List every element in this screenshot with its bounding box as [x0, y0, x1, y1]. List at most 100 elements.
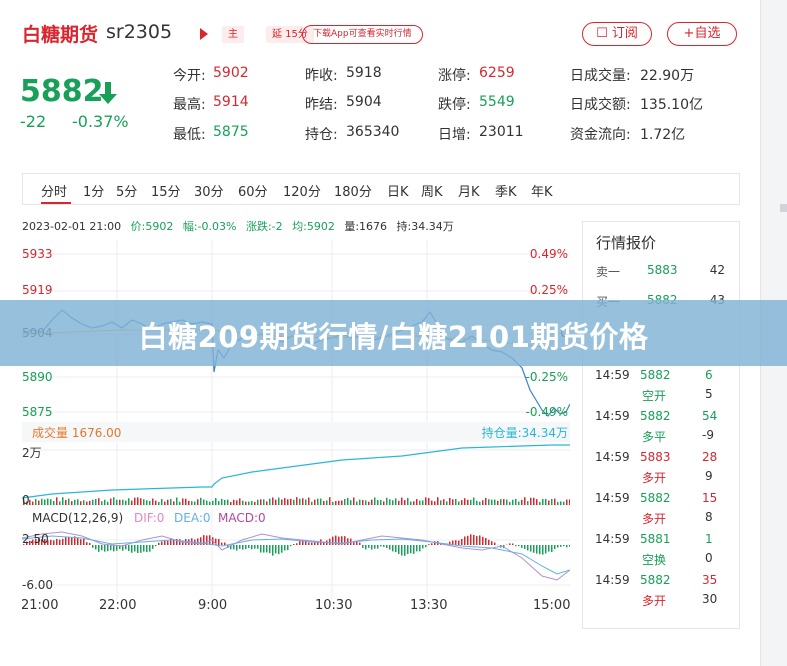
volume-bar — [350, 500, 352, 505]
volume-bar — [206, 500, 208, 505]
macd-bar — [536, 545, 538, 554]
volume-bar — [215, 498, 217, 505]
tab-yearly[interactable]: 年K — [531, 185, 553, 200]
volume-bar — [491, 499, 493, 505]
macd-bar — [470, 534, 472, 545]
volume-bar — [371, 499, 373, 505]
volume-label: 日成交量: — [570, 68, 631, 84]
volume-axis-zero: 0 — [22, 493, 30, 507]
volume-bar — [143, 499, 145, 505]
low-value: 5875 — [213, 124, 249, 140]
macd-bar — [404, 545, 406, 556]
tab-quarterly[interactable]: 季K — [495, 185, 517, 200]
cursor-change: 涨跌:-2 — [245, 220, 283, 233]
macd-bar — [245, 545, 247, 550]
macd-bar — [419, 545, 421, 552]
volume-bar — [47, 498, 49, 505]
volume-bar — [80, 501, 82, 505]
tab-60min[interactable]: 60分 — [238, 185, 268, 200]
volume-bar — [302, 498, 304, 505]
macd-bar — [314, 542, 316, 545]
macd-bar — [239, 545, 241, 549]
ask-volume: 42 — [709, 263, 725, 277]
list-item: 14:59 5882 6 — [583, 368, 741, 388]
volume-bar — [218, 501, 220, 505]
macd-bar — [383, 545, 385, 547]
tick-type: 多开 — [642, 471, 667, 485]
volume-bar — [104, 499, 106, 505]
tick-volume: 15 — [702, 491, 718, 505]
tab-120min[interactable]: 120分 — [283, 185, 321, 200]
tab-daily[interactable]: 日K — [387, 185, 409, 200]
tab-180min[interactable]: 180分 — [334, 185, 372, 200]
macd-bar — [488, 539, 490, 545]
subscribe-button[interactable]: ☐ 订阅 — [582, 22, 652, 46]
volume-bar — [506, 499, 508, 505]
download-app-button[interactable]: 下载App可查看实时行情 — [302, 25, 423, 44]
flow-label: 资金流向: — [570, 127, 631, 143]
tab-weekly[interactable]: 周K — [421, 185, 443, 200]
volume-bar — [467, 499, 469, 505]
macd-bar — [524, 545, 526, 549]
tab-intraday[interactable]: 分时 — [41, 185, 68, 200]
tab-30min[interactable]: 30分 — [194, 185, 224, 200]
volume-bar — [155, 500, 157, 505]
prev-settle-value: 5904 — [346, 94, 382, 110]
volume-bar — [518, 501, 520, 505]
volume-bar — [65, 499, 67, 505]
volume-bar — [245, 501, 247, 505]
low-label: 最低: — [173, 127, 206, 143]
macd-bar — [299, 540, 301, 545]
main-contract-badge: 主 — [222, 26, 244, 43]
tab-monthly[interactable]: 月K — [458, 185, 480, 200]
prev-close-value: 5918 — [346, 65, 382, 81]
tab-15min[interactable]: 15分 — [151, 185, 181, 200]
macd-bar — [539, 545, 541, 555]
price-change: -22 — [20, 112, 47, 131]
volume-bar — [200, 497, 202, 505]
macd-bar — [86, 542, 88, 545]
macd-bar — [41, 539, 43, 545]
macd-bar — [368, 545, 370, 548]
macd-bar — [152, 545, 154, 549]
volume-bar — [26, 501, 28, 505]
header: 白糖期货 sr2305 主 延 15分 下载App可查看实时行情 ☐ 订阅 +自… — [22, 20, 738, 50]
volume-header-bg — [22, 422, 570, 442]
macd-bar — [290, 545, 292, 547]
macd-bar — [266, 545, 268, 553]
axis-left-1: 5919 — [22, 283, 53, 297]
delay-badge: 延 15分 — [266, 26, 314, 43]
macd-bar — [371, 545, 373, 550]
tab-1min[interactable]: 1分 — [83, 185, 105, 200]
macd-bar — [344, 536, 346, 545]
volume-bar — [233, 499, 235, 505]
macd-bar — [341, 536, 343, 545]
macd-bar — [149, 545, 151, 552]
tick-type: 多平 — [642, 430, 667, 444]
volume-bar — [431, 500, 433, 505]
intraday-chart[interactable]: 5933 5919 5904 5890 5875 0.49% 0.25% 0 -… — [22, 240, 570, 610]
volume-bar — [146, 500, 148, 505]
volume-bar — [281, 499, 283, 505]
ask-row: 卖一 5883 42 — [583, 263, 741, 283]
macd-bar — [308, 542, 310, 545]
macd-bar — [494, 542, 496, 545]
add-watchlist-button[interactable]: +自选 — [667, 22, 737, 46]
play-icon[interactable] — [200, 28, 208, 40]
tick-oi-change: 9 — [705, 469, 713, 483]
volume-bars — [23, 497, 570, 505]
volume-bar — [341, 500, 343, 505]
scrollbar-thumb[interactable] — [780, 204, 787, 212]
volume-bar — [35, 499, 37, 505]
volume-bar — [92, 499, 94, 505]
macd-bar — [305, 540, 307, 545]
volume-bar — [452, 499, 454, 505]
macd-bar — [101, 545, 103, 551]
macd-bar — [365, 545, 367, 550]
macd-bar — [170, 538, 172, 545]
tab-5min[interactable]: 5分 — [116, 185, 138, 200]
volume-bar — [44, 499, 46, 505]
volume-bar — [287, 499, 289, 505]
volume-bar — [317, 498, 319, 505]
macd-bar — [428, 544, 430, 545]
